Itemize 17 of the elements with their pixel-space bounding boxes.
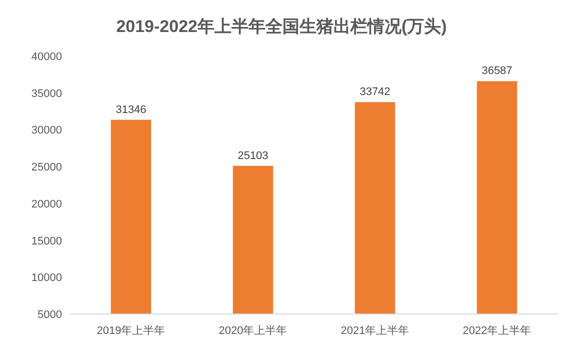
x-tick-label: 2020年上半年 — [218, 324, 288, 337]
data-label: 25103 — [238, 150, 268, 162]
y-tick-label: 35000 — [31, 88, 62, 100]
y-tick-label: 30000 — [31, 124, 62, 137]
y-tick-label: 15000 — [31, 235, 62, 248]
data-label: 33742 — [360, 86, 390, 98]
y-tick-label: 20000 — [31, 198, 62, 210]
x-tick-label: 2021年上半年 — [340, 324, 410, 337]
y-tick-label: 10000 — [31, 272, 62, 284]
y-tick-label: 40000 — [31, 51, 62, 63]
y-tick-label: 5000 — [38, 309, 62, 321]
data-label: 36587 — [482, 65, 512, 78]
y-tick-label: 25000 — [31, 162, 62, 174]
x-tick-label: 2019年上半年 — [96, 324, 166, 337]
chart-title: 2019-2022年上半年全国生猪出栏情况(万头) — [116, 17, 447, 36]
data-label: 31346 — [116, 104, 146, 116]
x-tick-label: 2022年上半年 — [462, 324, 532, 337]
